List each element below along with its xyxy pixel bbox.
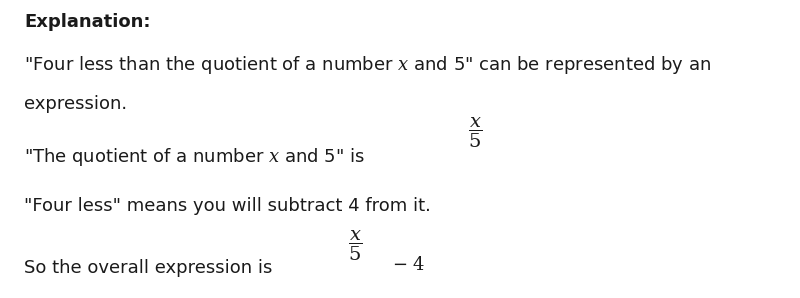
Text: Explanation:: Explanation: bbox=[24, 13, 150, 31]
Text: expression.: expression. bbox=[24, 95, 127, 113]
Text: $-\ 4$: $-\ 4$ bbox=[392, 256, 426, 274]
Text: So the overall expression is: So the overall expression is bbox=[24, 259, 272, 277]
Text: "Four less" means you will subtract 4 from it.: "Four less" means you will subtract 4 fr… bbox=[24, 197, 431, 215]
Text: $\dfrac{x}{5}$: $\dfrac{x}{5}$ bbox=[468, 116, 482, 150]
Text: "Four less than the quotient of a number $x$ and 5" can be represented by an: "Four less than the quotient of a number… bbox=[24, 54, 711, 76]
Text: $\dfrac{x}{5}$: $\dfrac{x}{5}$ bbox=[348, 229, 362, 263]
Text: "The quotient of a number $x$ and 5" is: "The quotient of a number $x$ and 5" is bbox=[24, 146, 365, 168]
